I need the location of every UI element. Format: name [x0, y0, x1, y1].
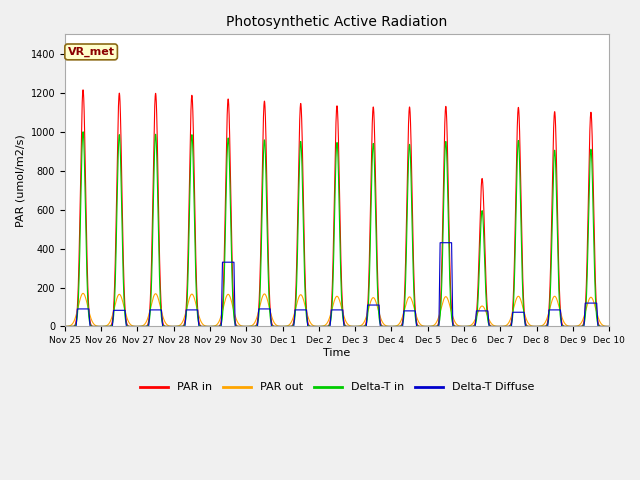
Delta-T Diffuse	[408, 308, 416, 314]
PAR out	[408, 299, 416, 304]
Delta-T Diffuse	[605, 324, 613, 329]
PAR out	[90, 321, 97, 326]
Y-axis label: PAR (umol/m2/s): PAR (umol/m2/s)	[15, 134, 25, 227]
Delta-T Diffuse	[470, 324, 477, 329]
PAR in	[61, 324, 68, 329]
Title: Photosynthetic Active Radiation: Photosynthetic Active Radiation	[227, 15, 447, 29]
Delta-T in	[79, 129, 87, 134]
PAR out	[499, 324, 506, 329]
Line: Delta-T in: Delta-T in	[65, 132, 609, 326]
Delta-T in	[61, 324, 68, 329]
PAR out	[61, 324, 68, 329]
Delta-T in	[470, 324, 477, 329]
Delta-T in	[408, 231, 416, 237]
Delta-T Diffuse	[499, 324, 506, 329]
Delta-T in	[90, 324, 97, 329]
PAR in	[506, 323, 513, 329]
Line: PAR out: PAR out	[65, 293, 609, 326]
Delta-T Diffuse	[485, 319, 493, 324]
Delta-T Diffuse	[436, 240, 444, 246]
X-axis label: Time: Time	[323, 348, 351, 358]
PAR in	[605, 324, 613, 329]
Delta-T Diffuse	[90, 324, 97, 329]
Delta-T Diffuse	[506, 324, 513, 329]
Delta-T in	[506, 324, 513, 329]
PAR in	[408, 201, 416, 207]
Legend: PAR in, PAR out, Delta-T in, Delta-T Diffuse: PAR in, PAR out, Delta-T in, Delta-T Dif…	[136, 378, 538, 397]
PAR in	[485, 318, 493, 324]
Delta-T Diffuse	[61, 324, 68, 329]
PAR in	[90, 324, 97, 329]
PAR in	[499, 324, 506, 329]
Text: VR_met: VR_met	[68, 47, 115, 57]
Delta-T in	[485, 321, 493, 327]
PAR in	[470, 323, 477, 328]
PAR out	[470, 319, 477, 325]
Delta-T in	[605, 324, 613, 329]
PAR out	[506, 318, 513, 324]
Delta-T in	[499, 324, 506, 329]
PAR out	[485, 316, 493, 322]
PAR out	[605, 324, 613, 329]
Line: Delta-T Diffuse: Delta-T Diffuse	[65, 243, 609, 326]
PAR out	[79, 290, 87, 296]
PAR in	[79, 87, 87, 93]
Line: PAR in: PAR in	[65, 90, 609, 326]
